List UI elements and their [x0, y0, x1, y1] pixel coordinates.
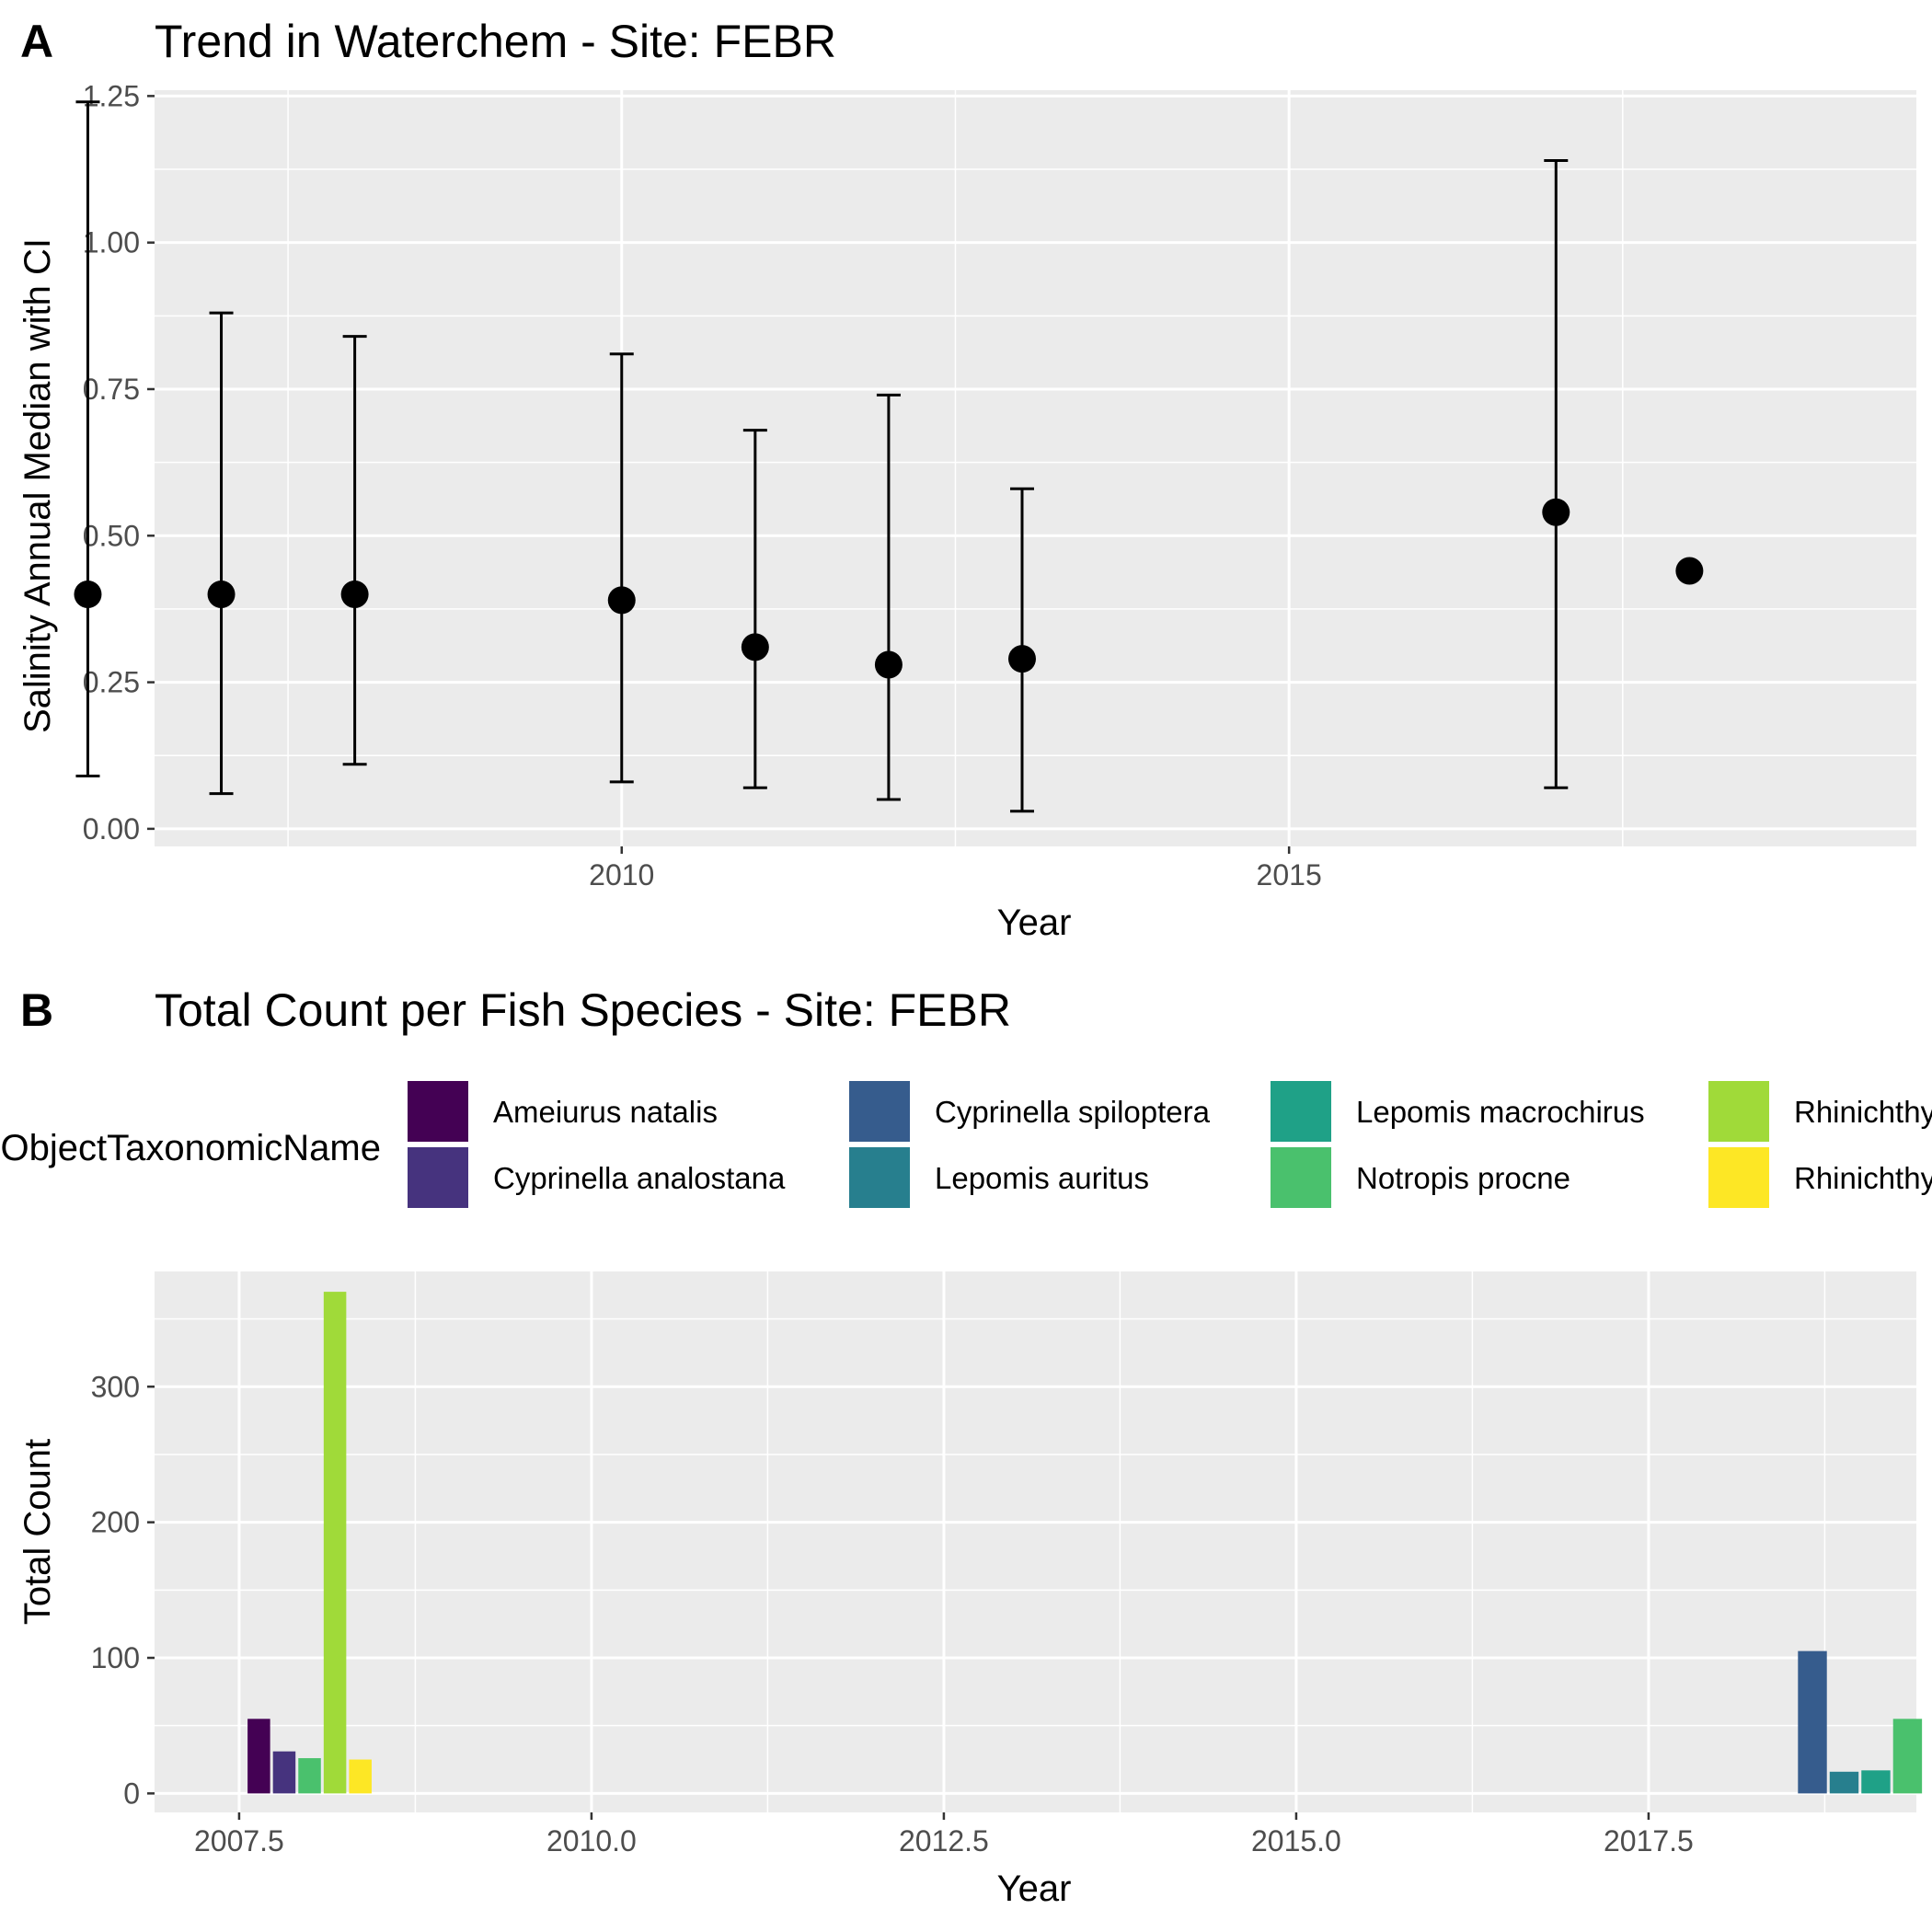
panel-a-y-tick-label: 1.00 [83, 226, 140, 259]
legend-key [1269, 1145, 1333, 1210]
panel-b-title: Total Count per Fish Species - Site: FEB… [155, 984, 1011, 1036]
panel-a-y-axis: 0.00 0.25 0.50 0.75 1.00 1.25 [83, 79, 155, 845]
bar [272, 1751, 296, 1794]
panel-b-x-tick-label: 2017.5 [1604, 1824, 1694, 1857]
panel-b-gridlines [155, 1271, 1916, 1812]
legend-key [1707, 1079, 1771, 1144]
data-point [1675, 557, 1704, 585]
legend-label: Lepomis macrochirus [1356, 1095, 1645, 1129]
legend-label: Cyprinella spiloptera [935, 1095, 1211, 1129]
bar [1892, 1719, 1923, 1794]
data-point [607, 586, 636, 615]
data-point [207, 581, 236, 608]
data-point [874, 650, 903, 679]
panel-a-x-axis-title: Year [997, 903, 1072, 943]
panel-b-y-tick-label: 100 [91, 1641, 140, 1674]
panel-a-x-tick-label: 2015 [1257, 858, 1322, 891]
bar [1829, 1771, 1859, 1794]
legend-label: Ameiurus natalis [493, 1095, 718, 1129]
panel-a-letter: A [20, 16, 53, 67]
data-point [340, 581, 369, 608]
panel-a-x-axis: 2010 2015 [589, 846, 1322, 891]
data-point [74, 581, 102, 608]
bar [247, 1719, 270, 1794]
legend-label: Cyprinella analostana [493, 1161, 786, 1195]
bar [1861, 1770, 1891, 1794]
panel-b-y-axis-title: Total Count [17, 1439, 58, 1625]
panel-b-x-tick-label: 2012.5 [899, 1824, 989, 1857]
panel-b-x-axis: 2007.5 2010.0 2012.5 2015.0 2017.5 [194, 1812, 1694, 1857]
bar [1798, 1650, 1827, 1794]
bar [323, 1292, 347, 1794]
legend-label: Notropis procne [1356, 1161, 1570, 1195]
legend-key [847, 1079, 912, 1144]
panel-a-x-tick-label: 2010 [589, 858, 654, 891]
panel-b-x-tick-label: 2015.0 [1251, 1824, 1341, 1857]
panel-a-y-tick-label: 0.00 [83, 812, 140, 845]
legend-label: Rhinichthys atratulus [1794, 1095, 1932, 1129]
data-point [1542, 498, 1570, 526]
legend-key [1269, 1079, 1333, 1144]
data-point [1007, 645, 1036, 673]
panel-a-gridlines [155, 90, 1916, 846]
legend-key [1707, 1145, 1771, 1210]
panel-a-title: Trend in Waterchem - Site: FEBR [155, 16, 836, 67]
panel-a-y-tick-label: 1.25 [83, 79, 140, 112]
panel-a-y-tick-label: 0.75 [83, 373, 140, 406]
panel-a-y-tick-label: 0.50 [83, 519, 140, 552]
panel-b: B Total Count per Fish Species - Site: F… [1, 984, 1932, 1909]
panel-b-y-axis: 0 100 200 300 [91, 1370, 155, 1810]
panel-b-plot-background [155, 1271, 1916, 1812]
panel-a: A Trend in Waterchem - Site: FEBR 0.000.… [17, 16, 1916, 943]
panel-b-bars [247, 1292, 1923, 1794]
bar [349, 1759, 372, 1794]
panel-b-y-tick-label: 200 [91, 1506, 140, 1539]
panel-a-points [74, 100, 1704, 813]
data-point [741, 633, 769, 661]
panel-b-y-tick-label: 300 [91, 1370, 140, 1403]
legend-label: Rhinichthys cataractae [1794, 1161, 1932, 1195]
legend-title: ObjectTaxonomicName [1, 1128, 382, 1168]
panel-b-x-tick-label: 2007.5 [194, 1824, 284, 1857]
legend-key [406, 1079, 470, 1144]
legend-key [847, 1145, 912, 1210]
panel-b-x-axis-title: Year [997, 1869, 1072, 1909]
bar [298, 1758, 321, 1794]
legend: Ameiurus natalis Cyprinella analostana Cyp… [406, 1079, 1932, 1210]
legend-key [406, 1145, 470, 1210]
legend-label: Lepomis auritus [935, 1161, 1149, 1195]
panel-b-y-tick-label: 0 [123, 1777, 140, 1810]
panel-b-x-tick-label: 2010.0 [546, 1824, 637, 1857]
panel-a-y-axis-title: Salinity Annual Median with CI [17, 238, 58, 733]
panel-a-plot-background [155, 90, 1916, 846]
panel-b-letter: B [20, 984, 53, 1036]
panel-a-y-tick-label: 0.25 [83, 666, 140, 699]
